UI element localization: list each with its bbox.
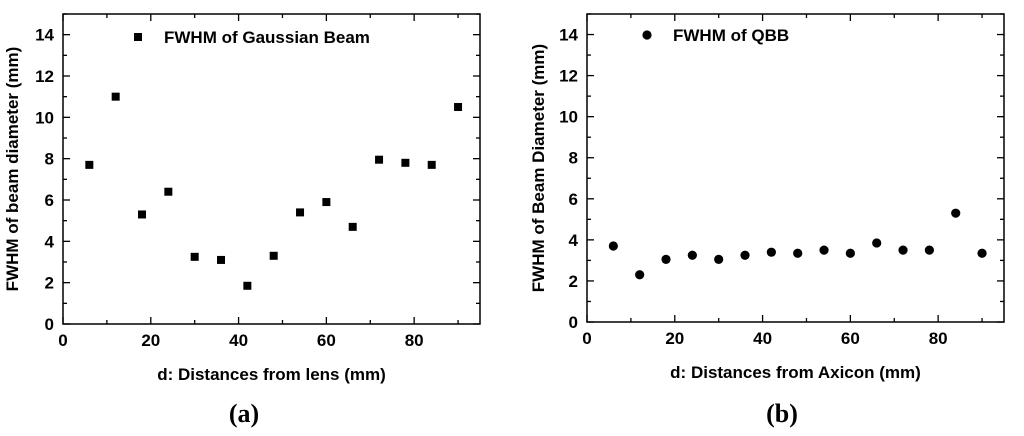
x-tick-label: 80 — [405, 331, 424, 350]
data-point — [269, 251, 278, 260]
data-point — [714, 254, 724, 264]
y-tick-label: 2 — [569, 272, 578, 291]
data-point — [296, 208, 305, 217]
x-tick-label: 60 — [841, 329, 860, 348]
y-tick-label: 10 — [559, 108, 578, 127]
data-point — [951, 208, 961, 218]
panel-label: (b) — [766, 399, 798, 428]
data-point — [401, 158, 410, 167]
y-tick-label: 14 — [35, 26, 54, 45]
data-point — [608, 241, 618, 251]
data-point — [217, 255, 226, 264]
x-tick-label: 80 — [929, 329, 948, 348]
data-point — [635, 270, 645, 280]
y-tick-label: 14 — [559, 26, 578, 45]
legend-marker — [642, 30, 652, 40]
data-point — [243, 281, 252, 290]
data-point — [85, 160, 94, 169]
data-point — [924, 245, 934, 255]
y-axis-title: FWHM of Beam Diameter (mm) — [529, 44, 548, 292]
y-tick-label: 8 — [45, 150, 54, 169]
panel-label: (a) — [229, 399, 259, 428]
y-tick-label: 12 — [35, 67, 54, 86]
x-axis-title: d: Distances from Axicon (mm) — [670, 363, 921, 382]
data-point — [793, 248, 803, 258]
y-tick-label: 4 — [45, 232, 55, 251]
data-point — [164, 187, 173, 196]
data-point — [111, 92, 120, 101]
x-tick-label: 0 — [582, 329, 591, 348]
data-point — [348, 222, 357, 231]
x-tick-label: 40 — [753, 329, 772, 348]
data-point — [872, 238, 882, 248]
data-point — [819, 245, 829, 255]
legend-label: FWHM of Gaussian Beam — [164, 28, 370, 47]
y-tick-label: 6 — [45, 191, 54, 210]
data-point — [766, 247, 776, 257]
y-tick-label: 10 — [35, 108, 54, 127]
data-point — [322, 198, 331, 207]
data-point — [898, 245, 908, 255]
plot-frame — [62, 13, 481, 325]
data-point — [977, 248, 987, 258]
y-tick-label: 12 — [559, 67, 578, 86]
y-tick-label: 4 — [569, 231, 579, 250]
chart-panel-2: 0 20 40 60 80 0 2 4 6 8 10 12 14 d: Distances from Ax… — [529, 13, 1005, 428]
x-tick-label: 20 — [141, 331, 160, 350]
data-point — [687, 250, 697, 260]
legend-label: FWHM of QBB — [673, 26, 789, 45]
x-tick-label: 0 — [58, 331, 67, 350]
y-tick-label: 0 — [45, 315, 54, 334]
x-tick-label: 40 — [229, 331, 248, 350]
x-tick-label: 20 — [665, 329, 684, 348]
y-tick-label: 6 — [569, 190, 578, 209]
chart-panel-1: 0 20 40 60 80 0 2 4 6 8 10 12 14 d: Distances from le… — [3, 13, 481, 428]
y-tick-label: 2 — [45, 274, 54, 293]
x-tick-label: 60 — [317, 331, 336, 350]
data-point — [427, 160, 436, 169]
data-point — [375, 155, 384, 164]
legend-marker — [134, 33, 142, 41]
y-tick-label: 0 — [569, 313, 578, 332]
data-point — [190, 252, 199, 261]
x-axis-title: d: Distances from lens (mm) — [157, 365, 386, 384]
data-point — [138, 210, 147, 219]
y-tick-label: 8 — [569, 149, 578, 168]
y-axis-title: FWHM of beam diameter (mm) — [3, 47, 22, 292]
data-point — [740, 250, 750, 260]
data-point — [454, 103, 463, 111]
data-point — [661, 254, 671, 264]
plot-frame — [586, 13, 1005, 323]
data-point — [845, 248, 855, 258]
